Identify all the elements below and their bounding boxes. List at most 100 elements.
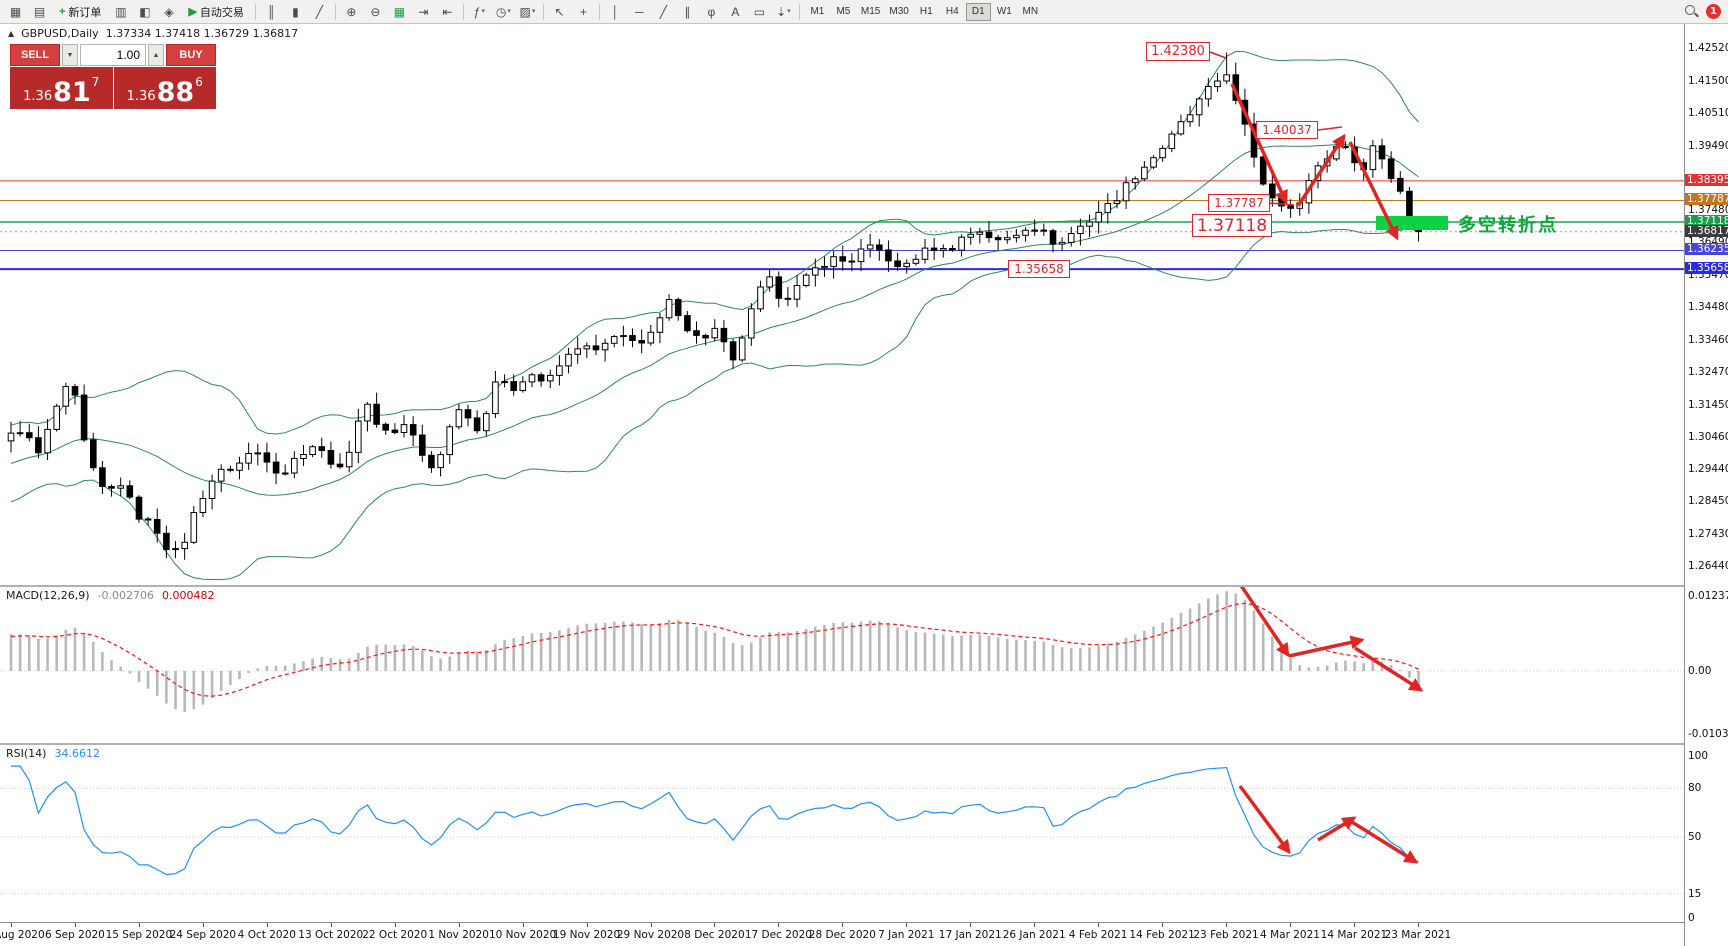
timeframe-m1-button[interactable]: M1	[805, 3, 830, 21]
volume-decrease-button[interactable]: ▼	[62, 44, 78, 66]
timeframe-d1-button[interactable]: D1	[965, 2, 991, 21]
time-axis-label: 1 Nov 2020	[428, 929, 489, 941]
zoom-in-icon[interactable]: ⊕	[340, 2, 363, 22]
chart-shift-icon[interactable]: ⇤	[436, 2, 459, 22]
price-axis-label: 1.27430	[1688, 528, 1728, 541]
auto-trading-button[interactable]: ▶ 自动交易	[181, 2, 250, 22]
time-axis-tick	[778, 923, 780, 927]
buy-price-button[interactable]: 1.36 88 6	[113, 67, 216, 109]
chart-profiles-icon[interactable]: ▤	[28, 2, 51, 22]
new-order-button[interactable]: + 新订单	[52, 2, 108, 22]
macd-signal-value: 0.000482	[162, 589, 215, 602]
time-axis-tick	[330, 923, 332, 927]
vertical-line-icon[interactable]: │	[604, 2, 627, 22]
line-chart-mode-icon[interactable]: ╱	[308, 2, 331, 22]
time-axis-label: 13 Oct 2020	[298, 929, 364, 941]
toolbar-separator	[462, 3, 464, 20]
new-chart-icon[interactable]: ▦	[4, 2, 27, 22]
buy-price-big: 88	[156, 77, 195, 108]
text-icon[interactable]: A	[724, 2, 747, 22]
price-axis-label: 1.32470	[1688, 365, 1728, 378]
price-axis-label: 1.40510	[1688, 106, 1728, 119]
price-axis-tag: 1.38395	[1685, 173, 1728, 186]
time-axis-tick	[74, 923, 76, 927]
candlestick-mode-icon[interactable]: ▮	[284, 2, 307, 22]
tile-windows-icon[interactable]: ▦	[388, 2, 411, 22]
crosshair-icon[interactable]: +	[572, 2, 595, 22]
rsi-axis-label: 50	[1688, 831, 1702, 843]
buy-price-pip: 6	[195, 75, 203, 89]
time-axis-label: 29 Nov 2020	[616, 929, 685, 941]
time-axis-label: 17 Jan 2021	[938, 929, 1002, 941]
data-window-icon[interactable]: ◧	[133, 2, 156, 22]
market-watch-icon[interactable]: ▥	[109, 2, 132, 22]
price-axis-label: 1.37480	[1688, 204, 1728, 217]
rsi-indicator-chart[interactable]	[0, 745, 1684, 922]
label-icon[interactable]: ▭	[748, 2, 771, 22]
timeframe-w1-button[interactable]: W1	[992, 3, 1017, 21]
arrows-tool-icon[interactable]: ⇣ ▾	[772, 2, 795, 22]
macd-panel-splitter[interactable]	[0, 585, 1728, 587]
chevron-down-icon: ▾	[531, 8, 536, 15]
sell-price-prefix: 1.36	[23, 88, 53, 104]
auto-scroll-icon[interactable]: ⇥	[412, 2, 435, 22]
time-axis-label: 22 Oct 2020	[362, 929, 428, 941]
time-axis-tick	[970, 923, 972, 927]
time-axis-tick	[458, 923, 460, 927]
toolbar-separator	[542, 3, 544, 20]
templates-icon[interactable]: ▨ ▾	[516, 2, 539, 22]
ohlc-readout: 1.37334 1.37418 1.36729 1.36817	[105, 27, 299, 40]
timeframe-m5-button[interactable]: M5	[831, 3, 856, 21]
buy-button[interactable]: BUY	[166, 44, 216, 66]
trade-panel-toggle-icon[interactable]: ▲	[8, 29, 15, 38]
horizontal-line-icon[interactable]: ─	[628, 2, 651, 22]
sell-button[interactable]: SELL	[10, 44, 60, 66]
time-axis-label: 17 Dec 2020	[744, 929, 812, 941]
chevron-down-icon: ▾	[787, 8, 791, 15]
macd-label: MACD(12,26,9) -0.002706 0.000482	[6, 589, 215, 602]
zoom-out-icon[interactable]: ⊖	[364, 2, 387, 22]
timeframe-m15-button[interactable]: M15	[857, 3, 884, 21]
time-axis-tick	[138, 923, 140, 927]
volume-increase-button[interactable]: ▲	[148, 44, 164, 66]
macd-indicator-chart[interactable]	[0, 587, 1684, 743]
price-axis-label: 1.31450	[1688, 398, 1728, 411]
fibonacci-icon[interactable]: φ	[700, 2, 723, 22]
timeframe-mn-button[interactable]: MN	[1018, 3, 1043, 21]
time-axis-label: 27 Aug 2020	[0, 929, 45, 941]
time-axis-label: 19 Nov 2020	[552, 929, 621, 941]
ohlc-bars-icon[interactable]: ║	[260, 2, 283, 22]
price-axis-tag: 1.35658	[1685, 262, 1728, 275]
rsi-panel-splitter[interactable]	[0, 743, 1728, 745]
indicators-icon[interactable]: ƒ ▾	[468, 2, 491, 22]
price-axis[interactable]: 1.42520 1.41500 1.40510 1.39490 1.37480 1.364…	[1684, 24, 1728, 946]
time-axis-label: 23 Mar 2021	[1384, 929, 1452, 941]
time-axis-tick	[1098, 923, 1100, 927]
sell-price-button[interactable]: 1.36 81 7	[10, 67, 113, 109]
timeframe-m30-button[interactable]: M30	[885, 3, 912, 21]
notification-badge[interactable]: 1	[1706, 4, 1721, 19]
periods-icon[interactable]: ◷ ▾	[492, 2, 515, 22]
time-axis-tick	[11, 923, 12, 927]
timeframe-h1-button[interactable]: H1	[914, 3, 939, 21]
time-axis-tick	[1162, 923, 1164, 927]
candlestick-chart[interactable]	[0, 24, 1684, 585]
search-icon[interactable]	[1684, 4, 1699, 19]
main-toolbar: ▦ ▤ + 新订单 ▥ ◧ ◈ ▶ 自动交易 ║ ▮ ╱ ⊕ ⊖ ▦ ⇥ ⇤ ƒ ▾ ◷ ▾ ▨ ▾ ↖ + │ ─ ╱ ∥ φ A ▭ ⇣ ▾ …	[0, 0, 1728, 24]
new-order-button-label: 新订单	[68, 6, 102, 19]
chevron-down-icon: ▾	[481, 8, 485, 15]
timeframe-h4-button[interactable]: H4	[940, 3, 965, 21]
time-axis-label: 23 Feb 2021	[1193, 929, 1259, 941]
price-axis-label: 1.42520	[1688, 42, 1728, 54]
trendline-icon[interactable]: ╱	[652, 2, 675, 22]
cursor-icon[interactable]: ↖	[548, 2, 571, 22]
time-axis-label: 7 Jan 2021	[878, 929, 935, 941]
chevron-down-icon: ▾	[507, 8, 511, 15]
navigator-icon[interactable]: ◈	[157, 2, 180, 22]
price-axis-tag: 1.37118	[1685, 215, 1728, 228]
price-axis-label: 1.26440	[1688, 560, 1728, 572]
channel-icon[interactable]: ∥	[676, 2, 699, 22]
sell-price-big: 81	[53, 77, 91, 108]
volume-input[interactable]	[80, 44, 146, 66]
